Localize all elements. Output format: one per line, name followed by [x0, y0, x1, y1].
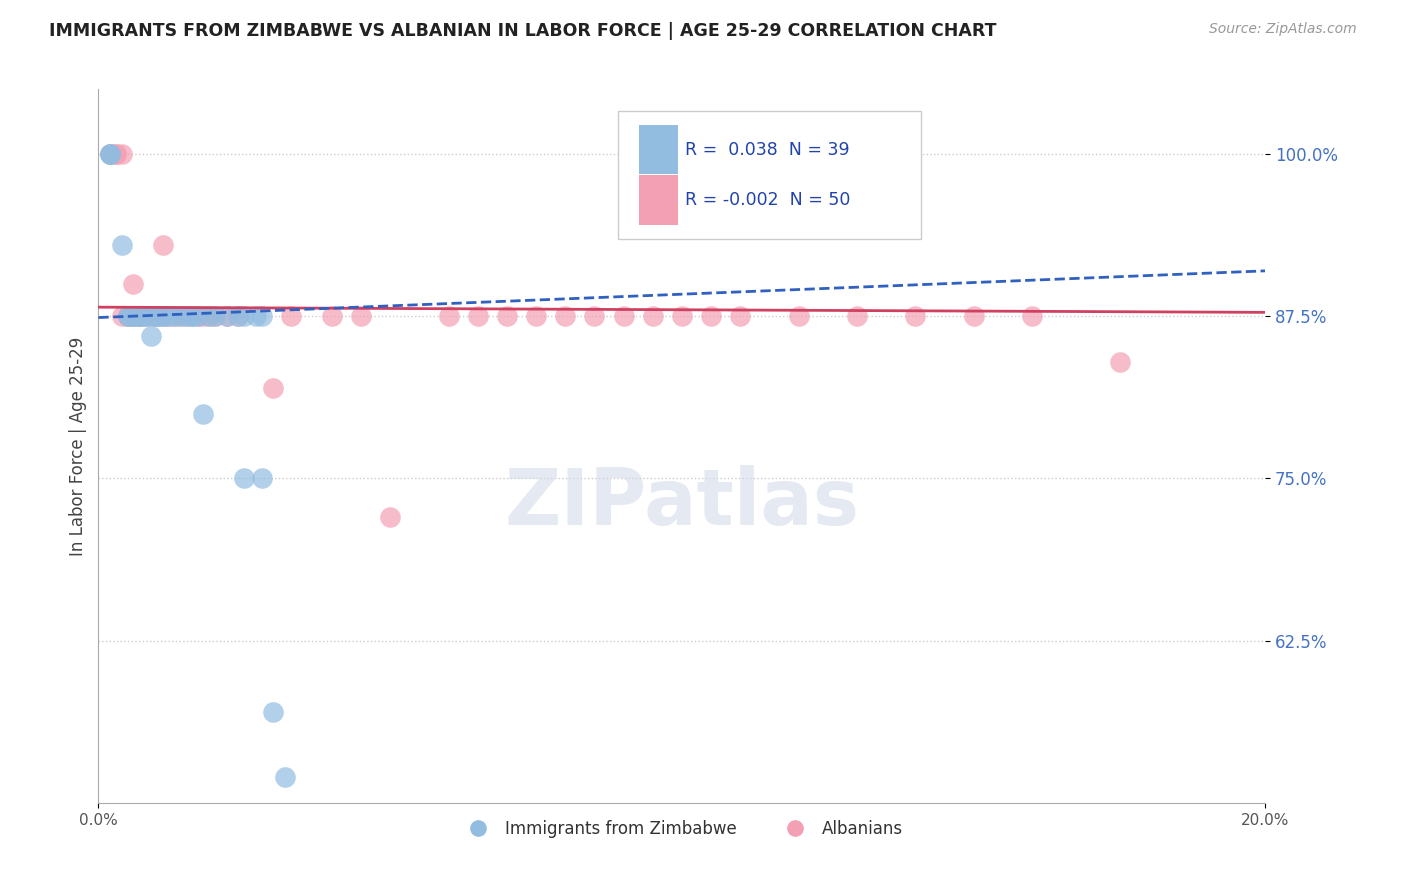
Point [904, 310, 927, 324]
Point [122, 310, 145, 324]
Point [134, 310, 156, 324]
Point [146, 310, 169, 324]
Point [122, 277, 145, 291]
Text: R =  0.038  N = 39: R = 0.038 N = 39 [685, 141, 851, 159]
Point [163, 310, 186, 324]
Point [139, 310, 162, 324]
Point [174, 310, 197, 324]
Point [554, 310, 576, 324]
Point [163, 310, 186, 324]
Point [104, 147, 127, 161]
Point [262, 381, 284, 395]
Point [146, 310, 169, 324]
Point [467, 310, 489, 324]
Y-axis label: In Labor Force | Age 25-29: In Labor Force | Age 25-29 [69, 336, 87, 556]
Point [128, 310, 150, 324]
Point [262, 705, 284, 719]
Point [187, 310, 209, 324]
Point [204, 310, 226, 324]
Text: Source: ZipAtlas.com: Source: ZipAtlas.com [1209, 22, 1357, 37]
Point [117, 310, 139, 324]
Point [152, 310, 174, 324]
Point [1021, 310, 1043, 324]
Point [233, 471, 256, 485]
Point [122, 310, 145, 324]
Point [250, 310, 273, 324]
Point [198, 310, 221, 324]
Point [146, 310, 169, 324]
Point [437, 310, 460, 324]
Point [134, 310, 156, 324]
Point [169, 310, 191, 324]
Point [193, 310, 215, 324]
Point [700, 310, 723, 324]
Point [128, 310, 150, 324]
Point [98, 147, 121, 161]
Text: R = -0.002  N = 50: R = -0.002 N = 50 [685, 191, 851, 209]
FancyBboxPatch shape [638, 176, 679, 225]
Point [321, 310, 343, 324]
Point [98, 147, 121, 161]
Point [612, 310, 634, 324]
Point [198, 310, 221, 324]
Point [139, 328, 162, 343]
Point [111, 310, 134, 324]
Point [228, 310, 250, 324]
Point [128, 310, 150, 324]
Point [157, 310, 180, 324]
Point [117, 310, 139, 324]
Point [117, 310, 139, 324]
Point [380, 510, 402, 524]
Point [180, 310, 202, 324]
Point [180, 310, 202, 324]
Point [111, 147, 134, 161]
Point [496, 310, 519, 324]
Point [787, 310, 810, 324]
Point [122, 310, 145, 324]
Point [215, 310, 238, 324]
Point [169, 310, 191, 324]
Point [193, 407, 215, 421]
Point [180, 310, 202, 324]
Point [139, 310, 162, 324]
Point [157, 310, 180, 324]
Point [245, 310, 267, 324]
Point [250, 471, 273, 485]
Point [128, 310, 150, 324]
Point [104, 147, 127, 161]
Point [187, 310, 209, 324]
Point [98, 147, 121, 161]
Point [152, 310, 174, 324]
Point [233, 310, 256, 324]
Point [152, 310, 174, 324]
Point [671, 310, 693, 324]
Legend: Immigrants from Zimbabwe, Albanians: Immigrants from Zimbabwe, Albanians [454, 814, 910, 845]
Text: ZIPatlas: ZIPatlas [505, 465, 859, 541]
Text: IMMIGRANTS FROM ZIMBABWE VS ALBANIAN IN LABOR FORCE | AGE 25-29 CORRELATION CHAR: IMMIGRANTS FROM ZIMBABWE VS ALBANIAN IN … [49, 22, 997, 40]
Point [146, 310, 169, 324]
Point [1108, 354, 1130, 368]
Point [98, 147, 121, 161]
Point [962, 310, 984, 324]
Point [846, 310, 869, 324]
Point [215, 310, 238, 324]
Point [117, 310, 139, 324]
Point [111, 238, 134, 252]
Point [128, 310, 150, 324]
Point [146, 310, 169, 324]
Point [583, 310, 606, 324]
Point [228, 310, 250, 324]
Point [730, 310, 752, 324]
Point [134, 310, 156, 324]
Point [641, 310, 664, 324]
Point [152, 238, 174, 252]
FancyBboxPatch shape [617, 111, 921, 239]
Point [274, 770, 297, 784]
Point [280, 310, 302, 324]
FancyBboxPatch shape [638, 125, 679, 174]
Point [350, 310, 373, 324]
Point [174, 310, 197, 324]
Point [204, 310, 226, 324]
Point [524, 310, 547, 324]
